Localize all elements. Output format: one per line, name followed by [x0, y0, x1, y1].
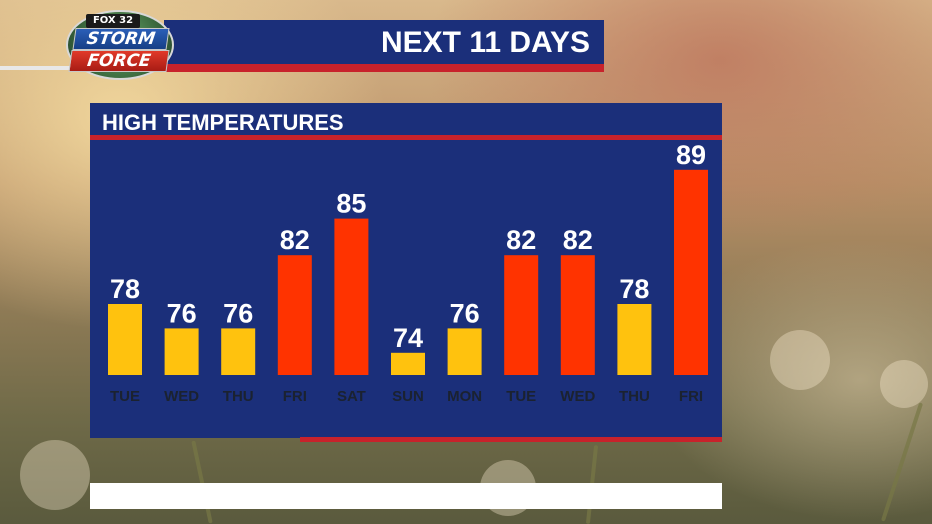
day-tick-label: THU: [619, 388, 650, 405]
bar-fri-3: [277, 255, 312, 375]
bar-thu-9: [617, 304, 652, 375]
day-tick-label: WED: [164, 388, 199, 405]
bar-value-label: 89: [676, 140, 706, 170]
logo-storm-text: STORM: [72, 28, 170, 50]
day-tick-label: WED: [560, 388, 595, 405]
day-tick-label: TUE: [506, 388, 536, 405]
bar-value-label: 76: [167, 298, 197, 328]
day-tick-label: THU: [223, 388, 254, 405]
page-title: NEXT 11 DAYS: [381, 26, 590, 59]
bar-mon-6: [447, 328, 482, 375]
bar-tue-7: [504, 255, 539, 375]
bokeh-light: [770, 330, 830, 390]
bar-value-label: 78: [619, 274, 649, 304]
header-bar: [164, 20, 604, 64]
bar-value-label: 76: [450, 298, 480, 328]
day-tick-label: TUE: [110, 388, 140, 405]
bar-value-label: 76: [223, 298, 253, 328]
day-label-strip: [90, 483, 722, 509]
bokeh-light: [20, 440, 90, 510]
logo-force-text: FORCE: [68, 50, 170, 72]
header-red-stripe: [164, 64, 604, 72]
bar-value-label: 78: [110, 274, 140, 304]
chart-panel: HIGH TEMPERATURES 78 TUE 76 WED 76 THU 82 FRI 85…: [90, 103, 722, 509]
logo-fox-badge: FOX 32: [86, 14, 140, 28]
bar-wed-8: [560, 255, 595, 375]
bar-thu-2: [221, 328, 256, 375]
day-tick-label: MON: [447, 388, 482, 405]
bar-value-label: 74: [393, 323, 423, 353]
grass-stem: [880, 402, 924, 522]
day-tick-label: FRI: [679, 388, 703, 405]
day-tick-label: SUN: [392, 388, 424, 405]
bar-fri-10: [674, 169, 708, 375]
day-tick-label: FRI: [283, 388, 307, 405]
grass-stem: [191, 440, 213, 524]
bar-tue-0: [108, 304, 142, 375]
bar-value-label: 82: [280, 225, 310, 255]
bar-sat-4: [334, 218, 369, 375]
bar-value-label: 82: [506, 225, 536, 255]
bar-wed-1: [164, 328, 199, 375]
day-tick-label: SAT: [337, 388, 366, 405]
bar-chart: 78 TUE 76 WED 76 THU 82 FRI 85 SAT 74 SUN 76 MON 82 TUE…: [108, 140, 708, 405]
bar-value-label: 85: [336, 189, 366, 219]
panel-bottom-red-stripe: [300, 437, 722, 442]
panel-title-underline: [90, 135, 722, 140]
bar-value-label: 82: [563, 225, 593, 255]
bar-sun-5: [391, 352, 425, 375]
panel-title: HIGH TEMPERATURES: [102, 110, 344, 135]
bokeh-light: [880, 360, 928, 408]
